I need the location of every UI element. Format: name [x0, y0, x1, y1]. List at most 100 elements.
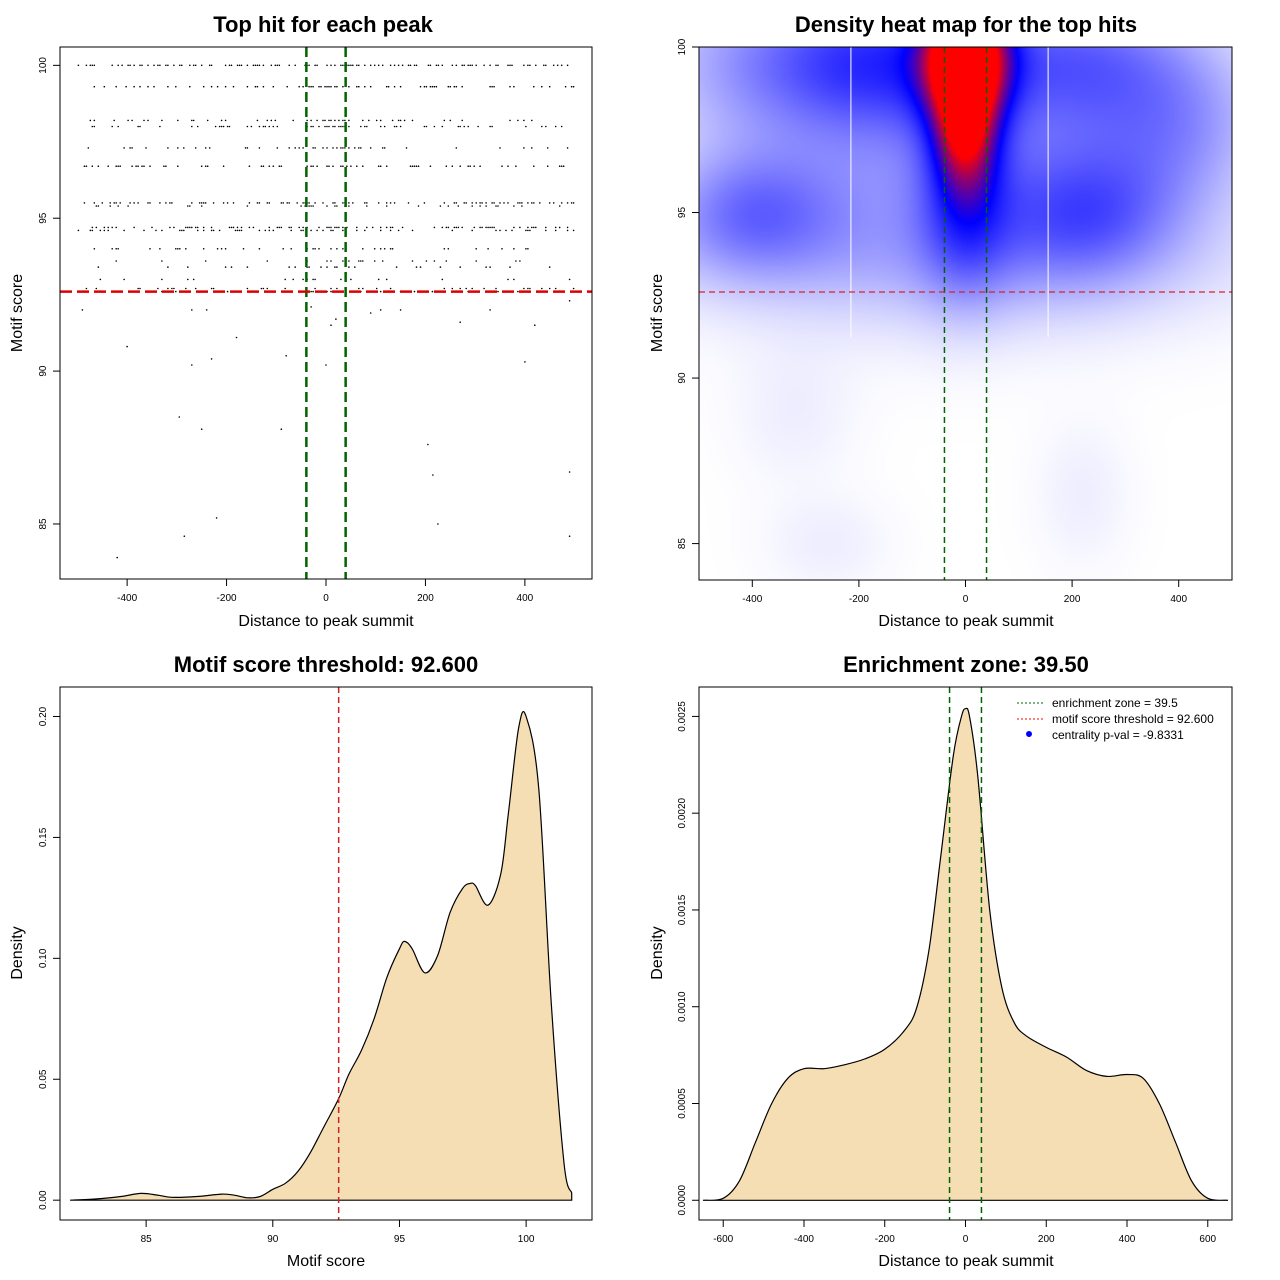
scatter-point [310, 85, 312, 88]
scatter-point [224, 85, 227, 88]
scatter-point [210, 287, 213, 290]
scatter-point [111, 64, 113, 67]
scatter-point [346, 165, 348, 167]
scatter-point [469, 165, 472, 167]
heatmap-y-tick-label: 95 [677, 207, 688, 219]
scatter-point [308, 266, 310, 268]
scatter-point [519, 202, 521, 204]
heatmap-x-axis-label: Distance to peak summit [878, 613, 1054, 630]
scatter-reference-lines [60, 47, 592, 579]
scatter-point [178, 416, 181, 418]
scatter-point [234, 229, 237, 232]
scatter-point [266, 202, 269, 204]
scatter-point [525, 125, 527, 128]
scatter-point [481, 202, 483, 204]
scatter-point [425, 85, 428, 88]
scatter-point [316, 165, 318, 167]
scatter-point [113, 119, 115, 122]
scatter-point [369, 312, 372, 314]
scatter-point [332, 202, 334, 204]
scatter-point [202, 226, 205, 229]
distance-density-x-ticks: -600 -400 -200 0 200 400 600 [713, 1220, 1217, 1245]
scatter-point [554, 125, 557, 128]
scatter-point [525, 248, 527, 250]
scatter-point [312, 85, 314, 88]
scatter-point [137, 287, 139, 290]
scatter-point [91, 165, 94, 167]
scatter-point [262, 85, 265, 88]
scatter-point [183, 229, 185, 232]
scatter-point [572, 85, 575, 88]
scatter-point [284, 287, 287, 290]
scatter-point [226, 125, 229, 128]
heatmap-x-tick-label: 200 [1064, 594, 1081, 605]
scatter-point [147, 119, 149, 122]
scatter-point [159, 125, 161, 128]
scatter-point [93, 125, 96, 128]
scatter-point [161, 278, 163, 281]
scatter-point [389, 287, 392, 290]
scatter-point [362, 287, 364, 290]
scatter-point [167, 266, 169, 268]
scatter-point [312, 290, 314, 293]
scatter-point [107, 226, 109, 229]
scatter-point [507, 202, 509, 204]
scatter-point [411, 229, 414, 232]
scatter-point [326, 205, 328, 207]
scatter-point [228, 226, 231, 229]
scatter-point [202, 229, 205, 232]
scatter-point [224, 248, 227, 250]
scatter-point [471, 287, 474, 290]
scatter-point [568, 278, 571, 281]
heatmap-x-tick-label: -400 [742, 594, 762, 605]
scatter-point [179, 229, 181, 232]
scatter-point [527, 248, 529, 250]
scatter-point [371, 226, 374, 229]
scatter-point [330, 287, 332, 290]
scatter-point [342, 125, 344, 128]
scatter-point [220, 248, 223, 250]
scatter-point [437, 523, 439, 525]
scatter-point [360, 147, 362, 149]
scatter-point [533, 202, 535, 204]
scatter-point [111, 226, 113, 229]
scatter-point [375, 287, 378, 290]
scatter-point [399, 309, 402, 311]
scatter-point [524, 361, 526, 363]
heatmap-reference-lines [699, 47, 1232, 580]
scatter-point [431, 290, 434, 293]
scatter-point [129, 147, 131, 149]
scatter-point [330, 119, 332, 122]
scatter-point [189, 85, 191, 88]
scatter-point [358, 287, 360, 290]
scatter-point [230, 266, 233, 268]
scatter-point [495, 229, 497, 232]
scatter-point [340, 147, 342, 149]
scatter-point [455, 226, 458, 229]
scatter-point [270, 64, 273, 67]
scatter-point [545, 226, 547, 229]
scatter-point [405, 147, 408, 149]
scatter-y-tick-label: 85 [38, 518, 49, 530]
scatter-point [220, 119, 223, 122]
scatter-point [314, 248, 316, 250]
scatter-point [133, 226, 135, 229]
scatter-point [127, 64, 129, 67]
scatter-point [179, 64, 181, 67]
scatter-point [330, 64, 332, 67]
scatter-point [177, 248, 179, 250]
scatter-point [413, 64, 416, 67]
scatter-point [433, 85, 436, 88]
scatter-point [403, 119, 406, 122]
scatter-point [266, 119, 269, 122]
scatter-point [449, 85, 452, 88]
scatter-point [278, 165, 281, 167]
scatter-point [310, 205, 312, 207]
scatter-point [258, 64, 261, 67]
scatter-point [455, 147, 458, 149]
scatter-point [336, 226, 338, 229]
scatter-point [314, 278, 316, 281]
scatter-point [395, 266, 398, 268]
scatter-point [194, 226, 197, 229]
scatter-point [222, 165, 225, 167]
